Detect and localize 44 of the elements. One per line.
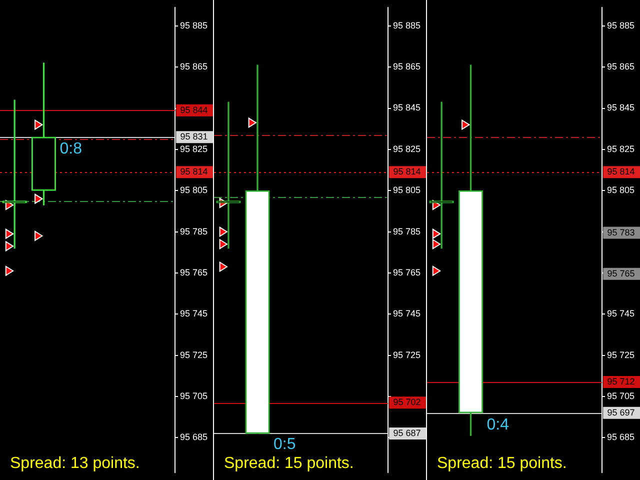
- y-tick-label: 95 805: [607, 185, 635, 196]
- text: 95 783: [607, 227, 635, 238]
- y-tick-label: 95 885: [393, 20, 421, 30]
- y-tick-label: 95 745: [393, 308, 421, 319]
- ref-line-label: 95 831: [180, 132, 208, 142]
- y-tick-label: 95 885: [607, 20, 635, 30]
- y-tick-label: 95 685: [180, 432, 208, 442]
- y-tick-label: 95 825: [607, 144, 635, 154]
- y-tick-label: 95 825: [180, 144, 208, 154]
- ref-line-label: 95 702: [393, 397, 421, 408]
- annotation: Spread: 15 points.: [437, 455, 567, 472]
- y-tick-label: 95 825: [393, 144, 421, 154]
- y-tick-label: 95 725: [180, 350, 208, 360]
- y-tick-label: 95 865: [607, 62, 635, 72]
- y-tick-label: 95 685: [607, 432, 635, 442]
- annotation: Spread: 13 points.: [10, 455, 140, 472]
- y-tick-label: 95 865: [393, 62, 421, 72]
- ref-line-label: 95 814: [607, 166, 635, 177]
- annotation: 0:5: [274, 436, 296, 454]
- ref-line-label: 95 697: [607, 407, 635, 418]
- y-tick-label: 95 765: [180, 267, 208, 278]
- ref-line-label: 95 712: [607, 376, 635, 387]
- y-tick-label: 95 885: [180, 20, 208, 30]
- ref-line-label: 95 814: [393, 166, 421, 177]
- y-tick-label: 95 785: [180, 226, 208, 236]
- y-tick-label: 95 745: [180, 308, 208, 319]
- y-tick-label: 95 865: [180, 62, 208, 72]
- ref-line-label: 95 814: [180, 166, 208, 177]
- y-tick-label: 95 845: [607, 102, 635, 113]
- y-tick-label: 95 705: [607, 390, 635, 401]
- y-tick-label: 95 785: [393, 226, 421, 236]
- y-tick-label: 95 725: [607, 350, 635, 360]
- y-tick-label: 95 725: [393, 350, 421, 360]
- y-tick-label: 95 765: [393, 267, 421, 278]
- annotation: 0:8: [60, 140, 82, 158]
- y-tick-label: 95 745: [607, 308, 635, 319]
- annotation: Spread: 15 points.: [224, 455, 354, 472]
- ref-line-label: 95 687: [393, 428, 421, 438]
- annotation: 0:4: [486, 416, 510, 434]
- y-tick-label: 95 845: [393, 102, 421, 113]
- y-tick-label: 95 805: [393, 185, 421, 196]
- ref-line-label: 95 844: [180, 104, 208, 115]
- y-tick-label: 95 805: [180, 185, 208, 196]
- y-tick-label: 95 705: [180, 390, 208, 401]
